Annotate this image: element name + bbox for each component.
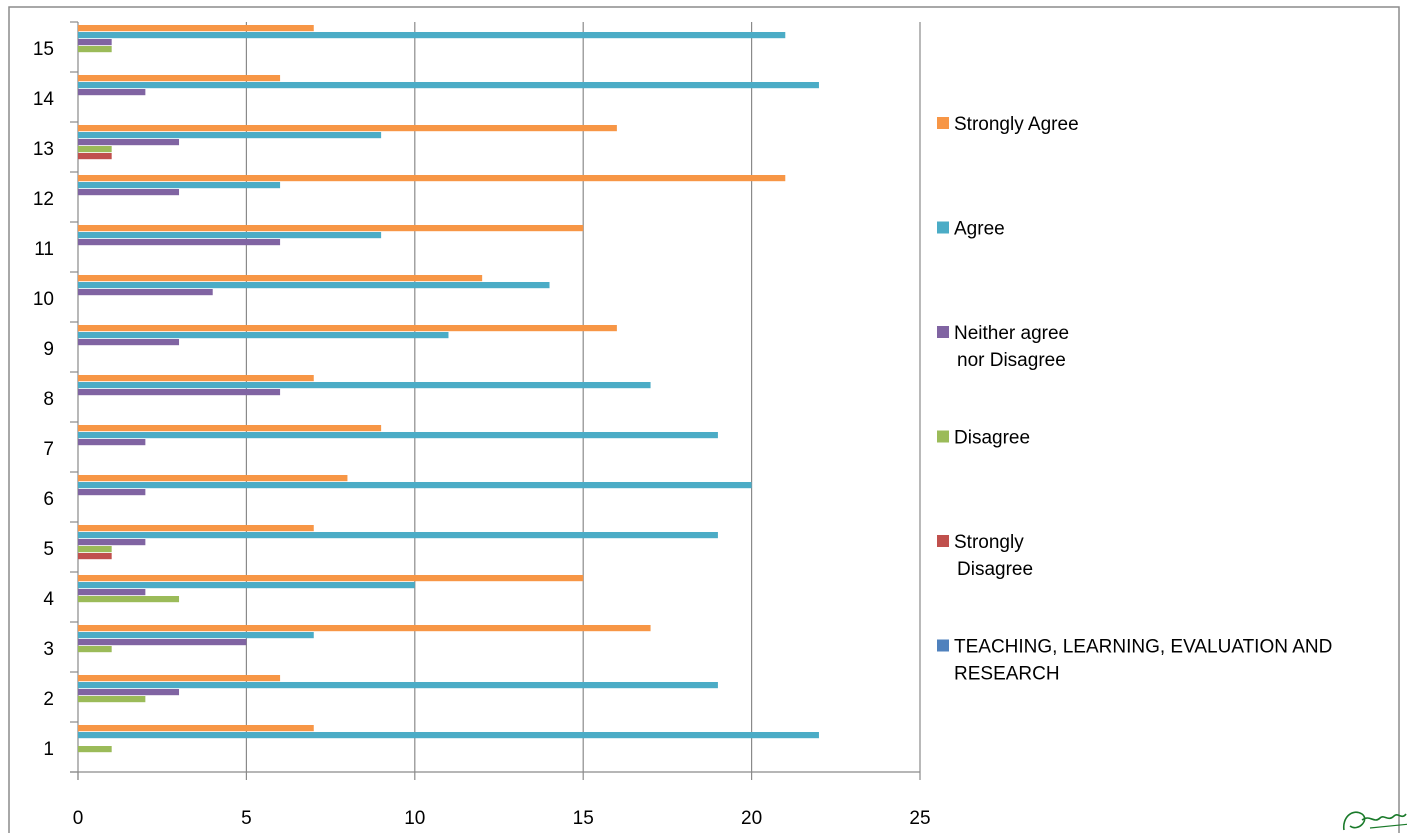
legend-label: Disagree [957, 559, 1033, 580]
x-tick-label: 15 [573, 808, 594, 829]
legend-label: Strongly Agree [954, 114, 1079, 135]
bar [78, 696, 146, 703]
bar [78, 39, 112, 46]
bar [78, 546, 112, 553]
bar [78, 425, 382, 432]
y-tick-label: 8 [43, 389, 54, 410]
y-tick-label: 2 [43, 689, 54, 710]
bar [78, 182, 281, 189]
bar [78, 82, 819, 89]
bar [78, 675, 281, 682]
bar [78, 432, 718, 439]
bar [78, 275, 483, 282]
bar [78, 332, 449, 339]
legend-label: Agree [954, 219, 1005, 240]
bar [78, 746, 112, 753]
y-tick-label: 14 [33, 89, 55, 110]
bar [78, 725, 314, 732]
bar [78, 289, 213, 296]
x-tick-label: 25 [909, 808, 930, 829]
bar [78, 539, 146, 546]
bar [78, 75, 281, 82]
y-tick-label: 11 [34, 239, 54, 260]
gridlines [245, 22, 921, 772]
bar [78, 32, 786, 39]
bar [78, 232, 382, 239]
bar [78, 25, 314, 32]
bar [78, 389, 281, 396]
bar [78, 46, 112, 53]
x-tick-label: 0 [73, 808, 84, 829]
bar [78, 682, 718, 689]
legend-swatch [937, 639, 949, 652]
y-tick-label: 1 [43, 739, 54, 760]
bar [78, 225, 584, 232]
legend-label: TEACHING, LEARNING, EVALUATION AND [954, 637, 1332, 658]
bar [78, 596, 180, 603]
y-tick-label: 15 [33, 39, 54, 60]
legend-swatch [937, 326, 949, 338]
bar [78, 489, 146, 496]
bar [78, 325, 617, 332]
bar [78, 732, 819, 739]
legend: Strongly Agree Agree Neither agree nor Disa… [937, 114, 1332, 685]
y-tick-label: 10 [33, 289, 54, 310]
bar [78, 439, 146, 446]
legend-swatch [937, 117, 949, 129]
bar [78, 639, 247, 646]
bar [78, 632, 314, 639]
bar [78, 525, 314, 532]
x-tick-label: 10 [404, 808, 425, 829]
x-tick-label: 20 [741, 808, 762, 829]
bar [78, 475, 348, 482]
y-tick-label: 9 [43, 339, 54, 360]
y-tick-label: 13 [33, 139, 54, 160]
bar [78, 646, 112, 653]
bar [78, 575, 584, 582]
signature-icon [1342, 811, 1407, 831]
y-tick-label: 7 [43, 439, 54, 460]
bar [78, 175, 786, 182]
bar [78, 125, 617, 132]
bar [78, 553, 112, 560]
legend-swatch [937, 430, 949, 443]
chart-border [8, 6, 1400, 833]
y-tick-label: 12 [33, 189, 54, 210]
legend-swatch [937, 221, 949, 234]
legend-label: Disagree [954, 428, 1030, 449]
y-tick-label: 6 [43, 489, 54, 510]
bar [78, 589, 146, 596]
bar [78, 153, 112, 160]
bar [78, 189, 180, 196]
bar [78, 139, 180, 146]
bars [78, 25, 819, 753]
bar [78, 482, 752, 489]
bar [78, 625, 651, 632]
bar [78, 582, 415, 589]
bar [78, 282, 550, 289]
legend-label: Neither agree [954, 323, 1069, 344]
bar [78, 239, 281, 246]
bar [78, 146, 112, 153]
y-tick-label: 3 [43, 639, 54, 660]
legend-label: RESEARCH [954, 664, 1060, 685]
y-tick-label: 4 [43, 589, 54, 610]
bar [78, 132, 382, 139]
bar [78, 689, 180, 696]
x-tick-label: 5 [241, 808, 252, 829]
bar [78, 375, 314, 382]
y-tick-label: 5 [43, 539, 54, 560]
bar [78, 339, 180, 346]
legend-swatch [937, 535, 949, 547]
legend-label: nor Disagree [957, 350, 1066, 371]
bar [78, 382, 651, 389]
bar [78, 89, 146, 96]
legend-label: Strongly [954, 532, 1024, 553]
bar [78, 532, 718, 539]
